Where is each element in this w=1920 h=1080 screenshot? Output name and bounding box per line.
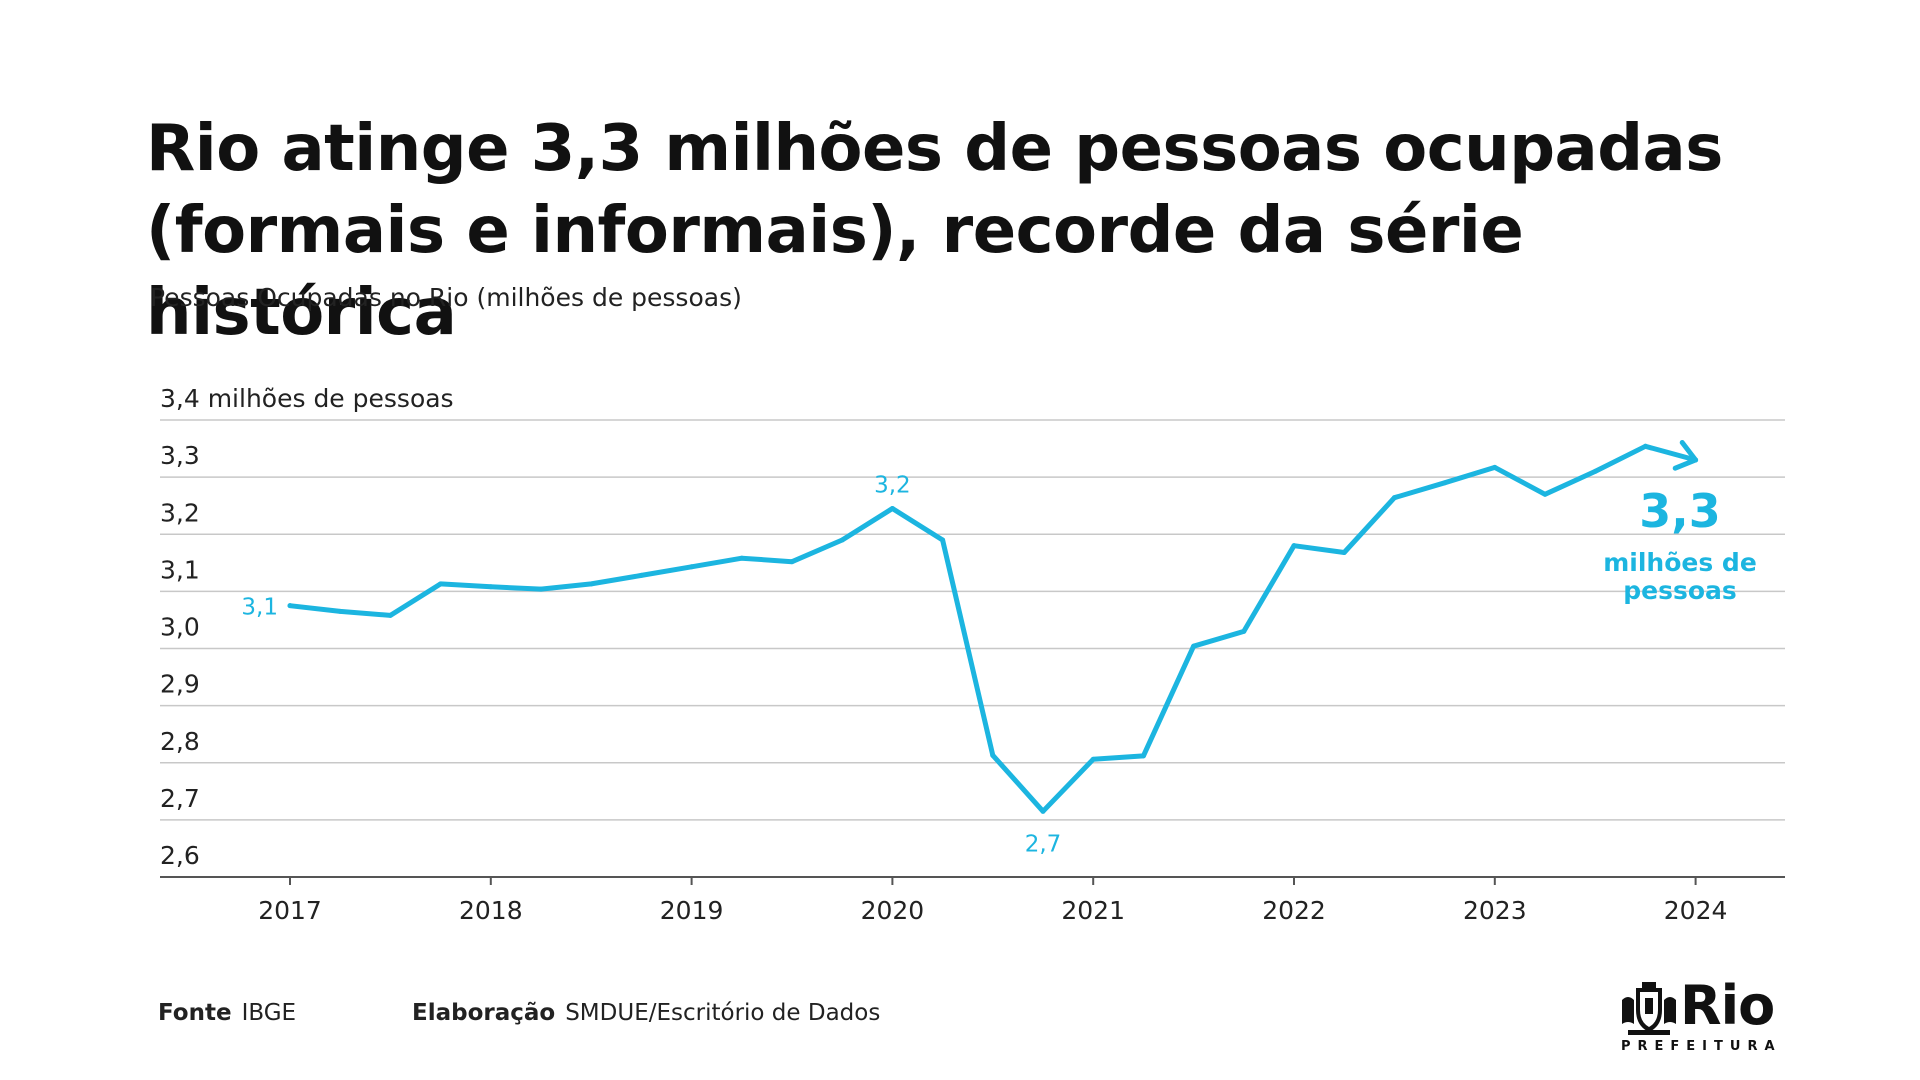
callout-unit-line-1: milhões de [1603, 548, 1757, 577]
source-note: Fonte IBGE [158, 1000, 296, 1026]
y-tick-label: 3,3 [160, 441, 200, 470]
prefeitura-logo: Rio PREFEITURA [1618, 974, 1782, 1060]
data-point [1492, 464, 1498, 470]
data-point [1140, 753, 1146, 759]
x-tick-label: 2021 [1061, 896, 1125, 925]
data-point [1191, 643, 1197, 649]
chart-subtitle: Pessoas Ocupadas no Rio (milhões de pess… [150, 283, 742, 312]
data-point [337, 608, 343, 614]
data-point [689, 564, 695, 570]
data-point [1642, 443, 1648, 449]
data-point [839, 537, 845, 543]
data-label: 2,7 [1025, 831, 1062, 857]
y-tick-label: 3,4 milhões de pessoas [160, 384, 454, 413]
data-point [287, 603, 293, 609]
data-point [588, 581, 594, 587]
credit-value: SMDUE/Escritório de Dados [565, 1000, 881, 1026]
data-point [889, 506, 895, 512]
source-label: Fonte [158, 1000, 232, 1026]
data-point [538, 586, 544, 592]
x-tick-label: 2020 [861, 896, 925, 925]
coat-of-arms-icon [1622, 982, 1676, 1035]
data-point [1241, 628, 1247, 634]
data-point [1592, 468, 1598, 474]
data-point [387, 612, 393, 618]
x-tick-label: 2018 [459, 896, 523, 925]
x-tick-label: 2024 [1664, 896, 1728, 925]
x-tick-label: 2022 [1262, 896, 1326, 925]
data-point [1442, 480, 1448, 486]
data-point [940, 537, 946, 543]
logo-subtitle: PREFEITURA [1621, 1039, 1782, 1054]
data-point [1040, 808, 1046, 814]
y-tick-label: 2,6 [160, 841, 200, 870]
y-tick-label: 2,7 [160, 784, 200, 813]
data-point [488, 584, 494, 590]
data-point [789, 559, 795, 565]
data-point [739, 555, 745, 561]
data-point [1341, 550, 1347, 556]
x-tick-label: 2023 [1463, 896, 1527, 925]
y-tick-label: 3,0 [160, 613, 200, 642]
data-point [1090, 756, 1096, 762]
chart-title-line-1: Rio atinge 3,3 milhões de pessoas ocupad… [146, 112, 1723, 186]
chart-title-line-2: (formais e informais), recorde da série … [146, 194, 1524, 350]
callout-unit-line-2: pessoas [1623, 576, 1737, 605]
line-chart: 3,4 milhões de pessoas 3,3 3,2 3,1 3,0 2,9 2,8… [160, 384, 1785, 925]
data-point [990, 752, 996, 758]
data-point [1391, 495, 1397, 501]
data-label: 3,1 [241, 595, 278, 621]
credit-note: Elaboração SMDUE/Escritório de Dados [412, 1000, 880, 1026]
data-point [638, 572, 644, 578]
data-point [1542, 491, 1548, 497]
data-label: 3,2 [874, 473, 911, 499]
y-tick-label: 3,1 [160, 555, 200, 584]
credit-label: Elaboração [412, 1000, 556, 1026]
data-point [438, 581, 444, 587]
x-tick-label: 2017 [258, 896, 322, 925]
source-value: IBGE [241, 1000, 297, 1026]
data-point [1291, 543, 1297, 549]
y-tick-label: 2,8 [160, 727, 200, 756]
x-tick-label: 2019 [660, 896, 724, 925]
chart-title: Rio atinge 3,3 milhões de pessoas ocupad… [146, 108, 1846, 354]
callout-value: 3,3 [1639, 484, 1721, 538]
y-tick-label: 2,9 [160, 670, 200, 699]
logo-wordmark: Rio [1680, 974, 1775, 1037]
y-tick-label: 3,2 [160, 498, 200, 527]
series-arrowhead [1672, 440, 1699, 471]
